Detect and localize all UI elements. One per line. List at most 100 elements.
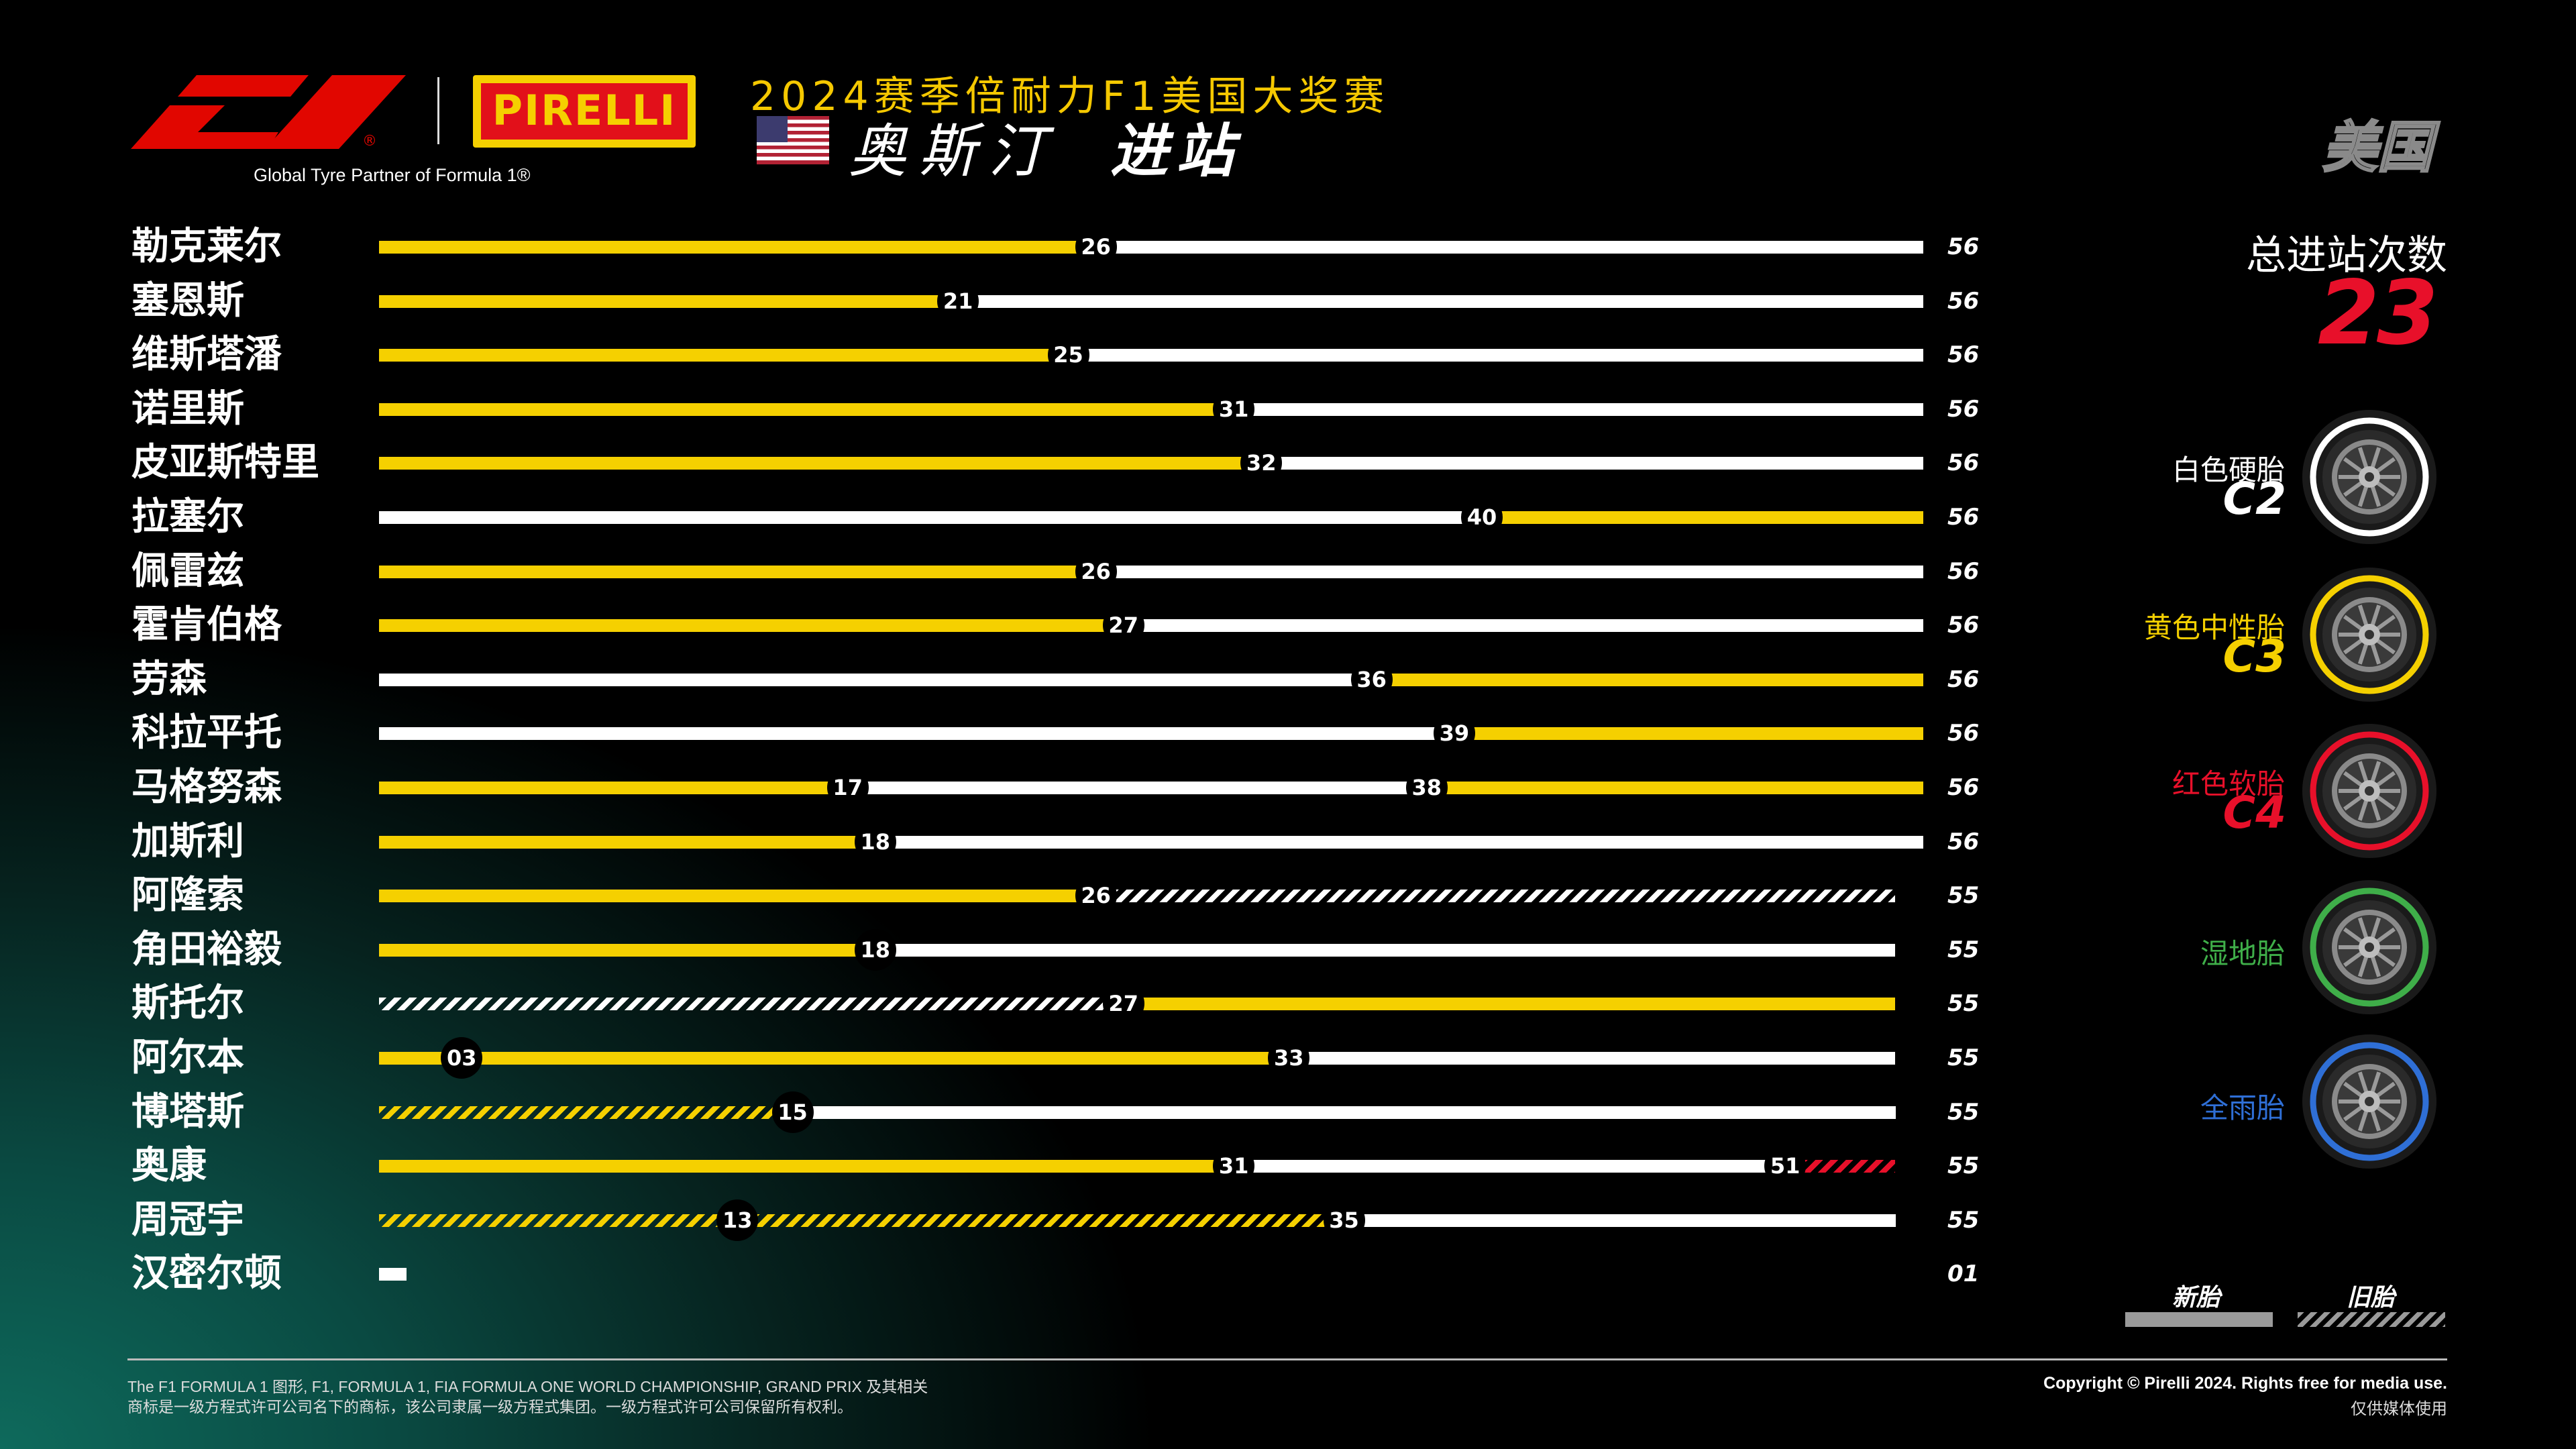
pitstop-lap-marker: 40 [1461, 496, 1503, 538]
intermediate-tyre-icon [2302, 1034, 2436, 1169]
laps-completed: 56 [1947, 287, 1980, 315]
driver-name: 博塔斯 [131, 1089, 244, 1134]
stint-bar [1785, 1160, 1896, 1173]
pitstop-lap-marker: 15 [771, 1091, 814, 1133]
driver-name: 皮亚斯特里 [131, 441, 319, 485]
driver-name: 阿尔本 [131, 1036, 244, 1079]
us-flag-icon [757, 116, 829, 164]
stint-bar [1289, 1052, 1896, 1065]
tyre-compound-code: C3 [2222, 631, 2286, 682]
pitstop-lap-marker: 31 [1213, 1145, 1255, 1187]
stint-bar [379, 998, 1124, 1011]
pitstop-lap-marker: 18 [854, 820, 896, 863]
tyre-name: 湿地胎 [2200, 937, 2285, 970]
laps-completed: 56 [1947, 395, 1980, 423]
laps-completed: 56 [1947, 828, 1980, 855]
legend-used-swatch [2298, 1312, 2445, 1327]
pitstop-lap-marker: 39 [1433, 712, 1475, 755]
driver-name: 科拉平托 [131, 711, 282, 755]
laps-completed: 01 [1947, 1260, 1980, 1288]
pitstop-lap-marker: 26 [1075, 550, 1117, 592]
pitstop-lap-marker: 51 [1764, 1145, 1807, 1187]
stint-bar [462, 1052, 1289, 1065]
laps-completed: 56 [1947, 774, 1980, 801]
tyre-compound-code: C2 [2222, 473, 2286, 525]
tyre-name: 红色软胎 [2171, 767, 2285, 800]
pitstop-lap-marker: 21 [937, 280, 979, 322]
driver-name: 奥康 [131, 1144, 207, 1188]
race-pitstop-title: 进站 [1110, 118, 1242, 185]
country-name: 美国 [2322, 115, 2434, 181]
laps-completed: 56 [1947, 612, 1980, 639]
pitstop-lap-marker: 27 [1102, 983, 1144, 1025]
stint-bar [379, 890, 1096, 903]
laps-completed: 56 [1947, 341, 1980, 369]
pitstop-lap-marker: 36 [1350, 658, 1393, 700]
driver-name: 角田裕毅 [131, 927, 282, 971]
driver-name: 维斯塔潘 [131, 333, 282, 377]
legend-used-label: 旧胎 [2347, 1284, 2396, 1311]
stint-bar [1371, 673, 1923, 686]
tyre-name: 黄色中性胎 [2143, 611, 2285, 644]
driver-name: 斯托尔 [131, 981, 244, 1026]
laps-completed: 55 [1947, 1044, 1980, 1071]
tyre-compound-code: C4 [2222, 787, 2286, 839]
legal-text-line1: The F1 FORMULA 1 图形, F1, FORMULA 1, FIA … [127, 1378, 928, 1395]
stint-bar [1095, 241, 1923, 254]
stint-bar [1123, 998, 1896, 1011]
stint-bar [875, 943, 1896, 957]
driver-name: 佩雷兹 [131, 549, 244, 593]
stint-bar [379, 835, 875, 849]
total-pitstops-label: 总进站次数 [2246, 232, 2447, 279]
driver-name: 阿隆索 [131, 873, 244, 918]
driver-name: 勒克莱尔 [131, 225, 282, 268]
f1-logo: ® [131, 75, 406, 149]
stint-bar [379, 943, 875, 957]
laps-completed: 55 [1947, 882, 1980, 910]
stint-bar [379, 457, 1262, 470]
stint-bar [1123, 619, 1923, 633]
soft-tyre-icon [2302, 724, 2436, 858]
stint-bar [379, 1160, 1234, 1173]
pirelli-logo: PIRELLI [473, 75, 696, 148]
pitstop-lap-marker: 33 [1268, 1037, 1310, 1079]
stint-bar [379, 294, 959, 308]
svg-text:®: ® [362, 133, 377, 149]
stint-bar [379, 402, 1234, 416]
stint-bar [379, 1268, 407, 1281]
laps-completed: 55 [1947, 1152, 1980, 1180]
stint-bar [875, 835, 1923, 849]
stint-bar [379, 1214, 738, 1227]
total-pitstops-value: 23 [2318, 262, 2438, 365]
stint-bar [737, 1214, 1344, 1227]
driver-name: 汉密尔顿 [131, 1252, 282, 1296]
stint-bar [379, 1106, 793, 1119]
stint-bar [1095, 565, 1923, 578]
stint-bar [379, 511, 1482, 524]
pitstop-lap-marker: 17 [826, 767, 869, 808]
laps-completed: 56 [1947, 665, 1980, 693]
footer-divider [127, 1358, 2447, 1360]
stint-bar [1095, 890, 1896, 903]
copyright: Copyright © Pirelli 2024. Rights free fo… [2043, 1374, 2447, 1393]
hard-tyre-icon [2302, 410, 2436, 544]
stint-bar [958, 294, 1923, 308]
pitstop-lap-marker: 18 [854, 928, 896, 971]
driver-name: 加斯利 [131, 819, 244, 863]
stint-bar [379, 619, 1124, 633]
pitstop-lap-marker: 26 [1075, 226, 1117, 268]
pitstop-lap-marker: 13 [716, 1199, 759, 1241]
season-title: 2024赛季倍耐力F1美国大奖赛 [750, 73, 1390, 120]
stint-bar [1426, 782, 1923, 794]
laps-completed: 55 [1947, 936, 1980, 963]
pitstop-lap-marker: 26 [1075, 875, 1117, 917]
tyre-name: 白色硬胎 [2171, 453, 2285, 486]
legal-text-line2: 商标是一级方程式许可公司名下的商标，该公司隶属一级方程式集团。一级方程式许可公司… [127, 1398, 853, 1415]
stint-bar [379, 727, 1454, 741]
stint-bar [1454, 727, 1923, 741]
laps-completed: 56 [1947, 504, 1980, 531]
stint-bar [1344, 1214, 1896, 1227]
driver-name: 周冠宇 [131, 1197, 244, 1242]
driver-name: 拉塞尔 [131, 495, 244, 539]
media-use-note: 仅供媒体使用 [2351, 1399, 2447, 1418]
